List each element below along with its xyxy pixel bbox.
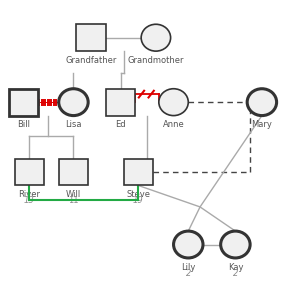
Circle shape bbox=[141, 24, 171, 51]
Text: Grandfather: Grandfather bbox=[65, 56, 117, 65]
Text: Steve: Steve bbox=[126, 190, 150, 199]
Circle shape bbox=[59, 89, 88, 115]
Text: 2: 2 bbox=[186, 269, 191, 278]
FancyBboxPatch shape bbox=[15, 158, 44, 185]
Text: Lily: Lily bbox=[181, 263, 196, 272]
FancyBboxPatch shape bbox=[59, 158, 88, 185]
Text: Bill: Bill bbox=[17, 121, 30, 130]
Text: 11: 11 bbox=[68, 196, 79, 205]
Circle shape bbox=[159, 89, 188, 115]
Text: River: River bbox=[18, 190, 40, 199]
FancyBboxPatch shape bbox=[106, 89, 135, 115]
Text: Ed: Ed bbox=[115, 121, 126, 130]
FancyBboxPatch shape bbox=[9, 89, 38, 115]
Text: Grandmother: Grandmother bbox=[128, 56, 184, 65]
Text: 13: 13 bbox=[24, 196, 35, 205]
Text: Will: Will bbox=[66, 190, 81, 199]
Circle shape bbox=[221, 231, 250, 258]
Text: Kay: Kay bbox=[228, 263, 243, 272]
Text: Mary: Mary bbox=[251, 121, 272, 130]
Text: Lisa: Lisa bbox=[65, 121, 82, 130]
Text: 2: 2 bbox=[233, 269, 238, 278]
Text: 19: 19 bbox=[133, 196, 144, 205]
FancyBboxPatch shape bbox=[124, 158, 153, 185]
FancyBboxPatch shape bbox=[76, 24, 106, 51]
Circle shape bbox=[247, 89, 277, 115]
Text: Anne: Anne bbox=[163, 121, 184, 130]
Circle shape bbox=[174, 231, 203, 258]
